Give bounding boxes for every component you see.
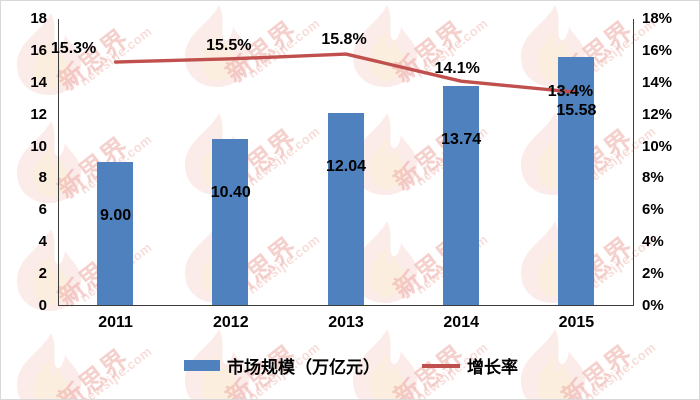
x-axis-tick-2015: 2015 <box>558 314 595 331</box>
growth-rate-label-2011: 15.3% <box>50 40 97 58</box>
legend-label: 市场规模（万亿元） <box>227 358 380 377</box>
y-axis-right-tick: 2% <box>642 265 664 283</box>
bar-value-label-2011: 9.00 <box>100 206 132 224</box>
y-axis-right-tick: 6% <box>642 201 664 219</box>
growth-rate-label-2013: 15.8% <box>321 31 367 49</box>
y-axis-right-tick: 0% <box>642 297 664 314</box>
growth-rate-label-2014: 14.1% <box>434 60 480 78</box>
y-axis-right-tick: 18% <box>642 10 673 27</box>
legend-line-swatch-icon <box>422 363 460 368</box>
x-axis-tick-2013: 2013 <box>328 314 364 331</box>
bar-value-label-2012: 10.40 <box>210 184 251 202</box>
y-axis-left-tick: 2 <box>38 265 47 283</box>
y-axis-right-tick: 12% <box>642 105 673 123</box>
bar-value-label-2015: 15.58 <box>556 101 597 119</box>
y-axis-right-tick: 10% <box>642 137 673 155</box>
bar-2011 <box>97 161 134 305</box>
bar-series <box>59 19 633 305</box>
legend-bar-swatch-icon <box>184 360 220 371</box>
bar-2015 <box>557 56 594 305</box>
y-axis-left-tick: 16 <box>30 41 47 59</box>
x-axis-tick-2014: 2014 <box>443 314 479 331</box>
y-axis-left-tick: 4 <box>38 233 47 251</box>
y-axis-left-tick: 18 <box>30 10 47 27</box>
y-axis-right-tick: 8% <box>642 169 664 187</box>
y-axis-right-tick: 16% <box>642 41 673 59</box>
x-axis-tick-2012: 2012 <box>213 314 249 331</box>
growth-rate-label-2015: 13.4% <box>547 83 594 101</box>
legend-item-market-size[interactable]: 市场规模（万亿元） <box>184 353 380 378</box>
x-axis-tick-2011: 2011 <box>98 314 133 331</box>
bar-2012 <box>212 139 249 305</box>
y-axis-right-tick: 14% <box>642 73 673 91</box>
y-axis-left-tick: 10 <box>30 137 47 155</box>
bar-2014 <box>442 85 479 305</box>
plot-area <box>58 19 634 306</box>
growth-rate-label-2012: 15.5% <box>206 36 252 54</box>
y-axis-left-tick: 0 <box>38 297 47 314</box>
bar-2013 <box>327 113 364 305</box>
legend-item-growth-rate[interactable]: 增长率 <box>422 353 518 378</box>
chart-legend: 市场规模（万亿元） 增长率 <box>1 353 699 378</box>
bar-value-label-2014: 13.74 <box>441 130 482 148</box>
y-axis-right-tick: 4% <box>642 233 664 251</box>
bar-value-label-2013: 12.04 <box>325 158 367 176</box>
y-axis-left-tick: 12 <box>30 105 47 123</box>
y-axis-left-tick: 14 <box>30 73 47 91</box>
legend-label: 增长率 <box>467 358 518 377</box>
y-axis-left-tick: 8 <box>38 169 47 187</box>
y-axis-left-tick: 6 <box>38 201 47 219</box>
